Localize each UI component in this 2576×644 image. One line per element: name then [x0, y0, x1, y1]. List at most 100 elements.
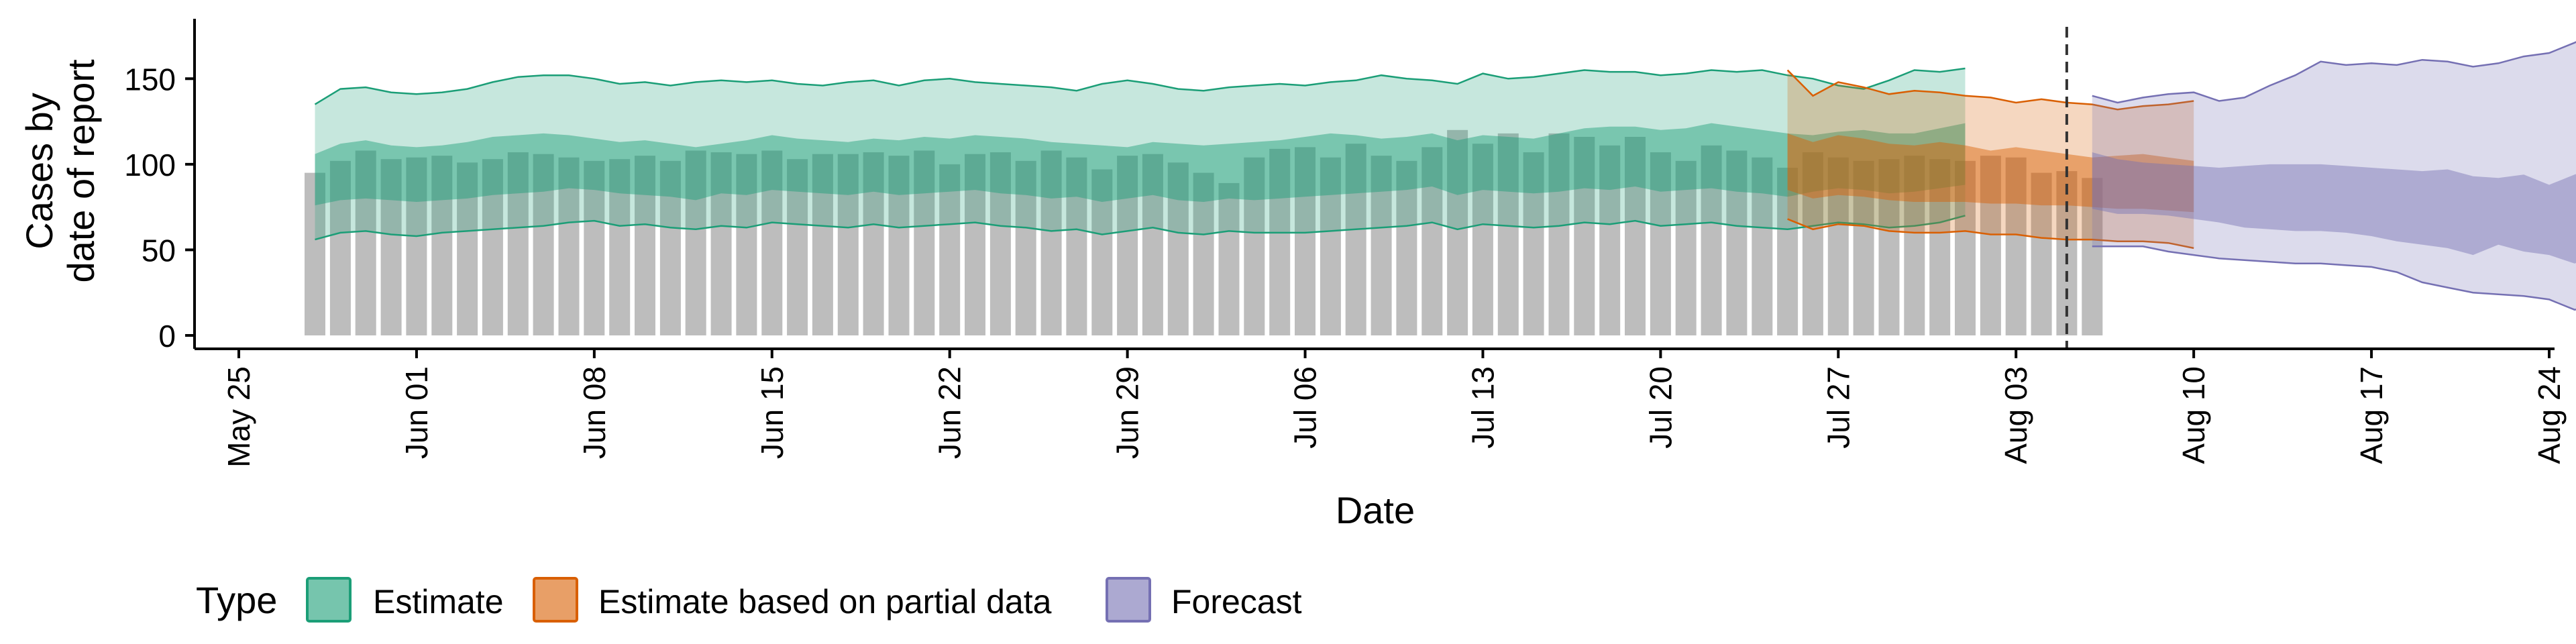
- reported-case-bar: [939, 164, 961, 335]
- reported-case-bar: [1523, 152, 1544, 335]
- band-50-1: [1787, 133, 2194, 213]
- y-tick-label: 150: [124, 62, 176, 97]
- x-tick-label: May 25: [221, 366, 256, 468]
- legend-swatch-partial: [533, 577, 578, 623]
- reported-case-bar: [609, 159, 631, 335]
- reported-case-bar: [1091, 169, 1113, 335]
- band-90-upper-line-0: [314, 67, 1966, 105]
- band-90-lower-line-0: [315, 215, 1966, 241]
- reported-case-bar: [1625, 137, 1646, 335]
- reported-case-bar: [812, 154, 833, 335]
- legend-swatch-forecast: [1106, 577, 1151, 623]
- reported-case-bar: [1117, 156, 1138, 335]
- reported-case-bar: [1904, 156, 1925, 335]
- band-90-1: [1787, 70, 2194, 248]
- x-tick-label: Aug 03: [1998, 366, 2033, 464]
- reported-case-bar: [355, 150, 376, 335]
- reported-case-bar: [1853, 160, 1874, 336]
- reported-case-bar: [1599, 145, 1621, 336]
- y-tick-label: 50: [142, 233, 176, 268]
- reported-case-bar: [1675, 160, 1697, 336]
- reported-case-bar: [1701, 145, 1722, 336]
- reported-case-bar: [863, 152, 884, 335]
- reported-case-bar: [1421, 147, 1443, 335]
- reported-case-bar: [1827, 157, 1849, 335]
- reported-case-bar: [1497, 133, 1519, 335]
- x-tick-label: Aug 17: [2354, 366, 2389, 464]
- reported-case-bar: [1878, 159, 1900, 335]
- band-90-2: [2092, 42, 2576, 310]
- reported-case-bar: [380, 159, 402, 335]
- estimate-bands: [314, 41, 2576, 311]
- legend-label-estimate: Estimate: [373, 583, 504, 621]
- plot-area: [305, 27, 2576, 349]
- reported-case-bar: [1244, 157, 1265, 335]
- reported-case-bar: [635, 156, 655, 335]
- reported-case-bar: [888, 156, 910, 335]
- reported-case-bar: [761, 150, 783, 335]
- reported-case-bar: [1650, 152, 1671, 335]
- reported-case-bar: [1040, 150, 1062, 335]
- x-tick-label: Jun 22: [932, 366, 967, 459]
- legend-swatch-estimate: [306, 577, 352, 623]
- reported-case-bar: [533, 154, 554, 335]
- band-50-2: [2092, 152, 2576, 264]
- x-tick-label: Jul 13: [1465, 366, 1500, 449]
- reported-case-bar: [1752, 157, 1773, 335]
- reported-case-bar: [482, 159, 503, 335]
- reported-case-bar: [1472, 144, 1493, 335]
- reported-case-bar: [1295, 147, 1316, 335]
- x-tick-label: Jul 20: [1643, 366, 1678, 449]
- reported-case-bar: [1193, 172, 1214, 335]
- legend-label-forecast: Forecast: [1171, 583, 1302, 621]
- reported-case-bar: [1269, 148, 1291, 335]
- reported-case-bar: [837, 154, 859, 335]
- x-axis-ticks: May 25 Jun 01 Jun 08 Jun 15 Jun 22 Jun 29 Jul …: [221, 349, 2567, 468]
- reported-case-bar: [431, 156, 453, 335]
- y-axis-title-line1: Cases by: [18, 93, 60, 249]
- reported-case-bar: [305, 172, 325, 335]
- band-90-upper-line-2: [2092, 41, 2576, 104]
- reported-case-bar: [787, 159, 808, 335]
- x-tick-label: Jul 06: [1288, 366, 1323, 449]
- x-tick-label: Aug 10: [2176, 366, 2211, 464]
- band-90-lower-line-1: [1787, 218, 2194, 250]
- reported-case-bar: [1218, 182, 1240, 335]
- axes: 0 50 100 150 May 25 Jun 01 Jun 08 Jun 15 Jun 22…: [124, 19, 2567, 468]
- reported-case-bar: [914, 150, 935, 335]
- reported-case-bar: [329, 160, 351, 336]
- reported-case-bar: [1371, 156, 1392, 335]
- band-90-lower-line-2: [2092, 246, 2576, 311]
- band-50-0: [315, 123, 1966, 206]
- reported-case-bar: [2005, 157, 2027, 335]
- reported-case-bar: [710, 152, 732, 335]
- reported-case-bar: [1574, 137, 1595, 335]
- reported-case-bar: [1980, 156, 2001, 335]
- reported-case-bar: [2082, 178, 2103, 335]
- reported-case-bar: [1929, 159, 1951, 335]
- reported-case-bar: [457, 162, 478, 336]
- reported-case-bar: [1802, 152, 1823, 335]
- legend-label-partial: Estimate based on partial data: [598, 583, 1052, 621]
- reported-case-bar: [584, 160, 605, 336]
- y-axis-title-line2: date of report: [60, 59, 102, 283]
- x-tick-label: Jun 08: [577, 366, 612, 459]
- legend: Type Estimate Estimate based on partial …: [196, 577, 1302, 623]
- reported-case-bar: [2031, 172, 2052, 335]
- reported-case-bar: [1345, 144, 1366, 335]
- x-tick-label: Aug 24: [2532, 366, 2567, 464]
- reported-case-bar: [989, 152, 1011, 335]
- y-tick-label: 0: [158, 319, 176, 354]
- reported-case-bar: [1320, 157, 1341, 335]
- reported-case-bar: [406, 157, 427, 335]
- y-tick-label: 100: [124, 148, 176, 182]
- reported-case-bar: [1955, 160, 1976, 336]
- reported-case-bar: [1447, 129, 1468, 336]
- reported-case-bar: [1066, 157, 1087, 335]
- reported-case-bar: [1142, 154, 1163, 335]
- x-tick-label: Jul 27: [1821, 366, 1856, 449]
- reported-cases-bars: [305, 129, 2103, 336]
- x-tick-label: Jun 15: [755, 366, 790, 459]
- reported-case-bar: [558, 157, 580, 335]
